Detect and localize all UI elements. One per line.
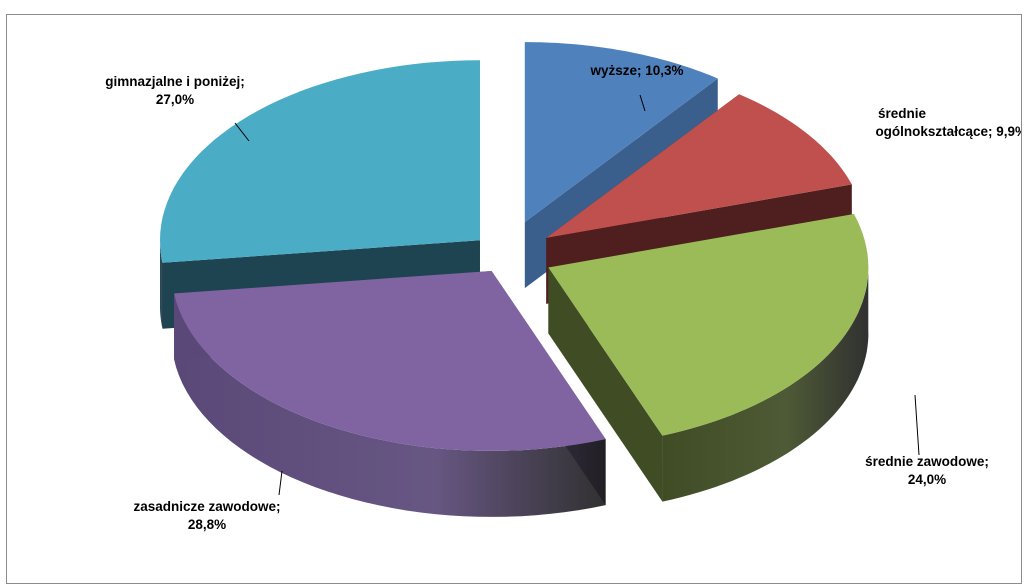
pie-slice-side-2-1 (548, 267, 663, 502)
data-label-3: zasadnicze zawodowe; 28,8% (133, 470, 283, 532)
data-label-2: średnie zawodowe; 24,0% (865, 394, 989, 487)
data-label-4-line-0: gimnazjalne i poniżej; (105, 74, 245, 89)
leader-line-4 (234, 122, 250, 142)
leader-line-2 (914, 394, 920, 456)
data-label-2-line-1: 24,0% (908, 472, 946, 487)
data-label-0: wyższe; 10,3% (589, 63, 684, 112)
data-label-2-line-0: średnie zawodowe; (865, 454, 989, 469)
pie-slice-top-3 (174, 270, 606, 451)
pie-slice-3 (174, 270, 606, 517)
pie-slice-top-1 (546, 94, 852, 238)
data-label-1-line-0: średnie (878, 106, 927, 121)
data-label-0-line-0: wyższe; 10,3% (589, 63, 683, 78)
data-label-1: średnie ogólnokształcące; 9,9% (875, 106, 1022, 139)
pie-chart: wyższe; 10,3% średnie ogólnokształcące; 9,… (105, 42, 1022, 532)
data-label-3-line-0: zasadnicze zawodowe; (133, 499, 280, 514)
pie-slice-top-4 (160, 60, 480, 263)
pie-slice-top-2 (548, 214, 869, 436)
chart-area: wyższe; 10,3% średnie ogólnokształcące; 9,… (6, 14, 1022, 584)
pie-slice-2 (548, 213, 869, 502)
data-label-3-line-1: 28,8% (188, 517, 226, 532)
pie-slice-top-0 (524, 42, 718, 223)
pie-slice-wall-2 (662, 264, 869, 502)
pie-slice-wall-3 (174, 293, 606, 517)
pie-slice-wall-4 (160, 240, 163, 329)
leader-line-0 (639, 94, 646, 112)
data-label-1-line-1: ogólnokształcące; 9,9% (875, 124, 1022, 139)
leader-line-3 (278, 470, 283, 496)
data-label-4: gimnazjalne i poniżej; 27,0% (105, 74, 250, 142)
data-label-4-line-1: 27,0% (156, 92, 194, 107)
